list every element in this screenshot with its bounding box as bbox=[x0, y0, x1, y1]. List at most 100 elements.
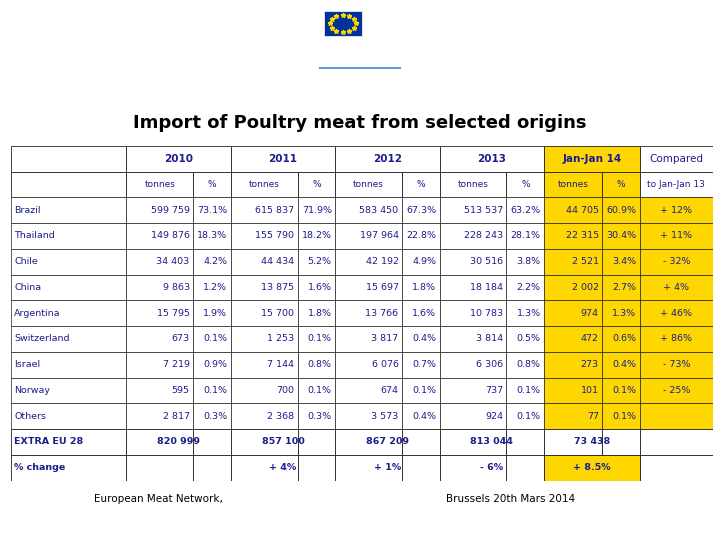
Text: 3.4%: 3.4% bbox=[613, 257, 636, 266]
Text: - 73%: - 73% bbox=[662, 360, 690, 369]
Bar bbox=[127, 249, 193, 274]
Text: 0.9%: 0.9% bbox=[203, 360, 228, 369]
Text: 0.6%: 0.6% bbox=[613, 334, 636, 343]
Bar bbox=[127, 377, 193, 403]
Bar bbox=[11, 377, 127, 403]
Bar bbox=[231, 197, 297, 223]
Text: %: % bbox=[617, 180, 626, 189]
Text: 0.1%: 0.1% bbox=[203, 334, 228, 343]
Bar bbox=[544, 146, 640, 172]
Bar bbox=[364, 12, 397, 15]
Bar bbox=[193, 223, 231, 249]
Bar bbox=[324, 11, 362, 36]
Bar bbox=[640, 249, 713, 274]
Bar bbox=[640, 377, 713, 403]
Bar bbox=[603, 403, 640, 429]
Text: 3.8%: 3.8% bbox=[516, 257, 541, 266]
Text: 700: 700 bbox=[276, 386, 294, 395]
Text: 0.3%: 0.3% bbox=[203, 411, 228, 421]
Text: 0.1%: 0.1% bbox=[613, 386, 636, 395]
Bar bbox=[336, 300, 402, 326]
Bar bbox=[336, 377, 402, 403]
Bar bbox=[544, 172, 603, 197]
Text: EXTRA EU 28: EXTRA EU 28 bbox=[14, 437, 84, 447]
Bar bbox=[640, 326, 713, 352]
Text: 974: 974 bbox=[581, 309, 599, 318]
Text: 4.2%: 4.2% bbox=[203, 257, 228, 266]
Bar bbox=[506, 172, 544, 197]
Bar bbox=[402, 172, 440, 197]
Text: 924: 924 bbox=[485, 411, 503, 421]
Bar bbox=[506, 429, 544, 455]
Bar bbox=[506, 197, 544, 223]
Bar bbox=[127, 223, 193, 249]
Bar bbox=[640, 300, 713, 326]
Text: 813 044: 813 044 bbox=[470, 437, 513, 447]
Bar bbox=[231, 274, 297, 300]
Text: 737: 737 bbox=[485, 386, 503, 395]
Text: Chile: Chile bbox=[14, 257, 38, 266]
Text: - 32%: - 32% bbox=[662, 257, 690, 266]
Text: 101: 101 bbox=[581, 386, 599, 395]
Bar bbox=[402, 326, 440, 352]
Bar bbox=[289, 9, 315, 11]
Bar bbox=[231, 172, 297, 197]
Bar bbox=[640, 223, 713, 249]
Bar bbox=[231, 249, 297, 274]
Text: - 25%: - 25% bbox=[662, 386, 690, 395]
Bar bbox=[603, 197, 640, 223]
Bar bbox=[402, 249, 440, 274]
Text: 18.2%: 18.2% bbox=[302, 232, 332, 240]
Text: 2012: 2012 bbox=[373, 154, 402, 164]
Bar bbox=[506, 223, 544, 249]
Bar bbox=[336, 352, 402, 377]
Text: Switzerland: Switzerland bbox=[14, 334, 70, 343]
Bar bbox=[297, 197, 336, 223]
Text: 273: 273 bbox=[581, 360, 599, 369]
Bar bbox=[640, 172, 713, 197]
Bar bbox=[440, 455, 506, 481]
Text: Import of Poultry meat from selected origins: Import of Poultry meat from selected ori… bbox=[133, 114, 587, 132]
Text: 6 076: 6 076 bbox=[372, 360, 399, 369]
Text: 513 537: 513 537 bbox=[464, 206, 503, 215]
Bar bbox=[640, 146, 713, 172]
Bar bbox=[640, 274, 713, 300]
Bar bbox=[402, 403, 440, 429]
Bar bbox=[364, 22, 391, 24]
Bar bbox=[281, 25, 315, 28]
Bar bbox=[364, 3, 402, 5]
Text: 2 368: 2 368 bbox=[267, 411, 294, 421]
Text: 615 837: 615 837 bbox=[255, 206, 294, 215]
Bar bbox=[506, 326, 544, 352]
Bar bbox=[336, 403, 402, 429]
Text: 0.8%: 0.8% bbox=[307, 360, 332, 369]
Text: 67.3%: 67.3% bbox=[406, 206, 436, 215]
Bar bbox=[297, 172, 336, 197]
Bar bbox=[11, 326, 127, 352]
Text: 149 876: 149 876 bbox=[150, 232, 189, 240]
Text: 2 521: 2 521 bbox=[572, 257, 599, 266]
Bar bbox=[402, 223, 440, 249]
Bar bbox=[603, 172, 640, 197]
Bar bbox=[440, 326, 506, 352]
Bar bbox=[297, 403, 336, 429]
Bar bbox=[506, 300, 544, 326]
Bar bbox=[544, 197, 603, 223]
Bar bbox=[231, 403, 297, 429]
Bar bbox=[506, 352, 544, 377]
Bar bbox=[402, 377, 440, 403]
Text: Others: Others bbox=[14, 411, 46, 421]
Text: 1.8%: 1.8% bbox=[412, 283, 436, 292]
Text: 30.4%: 30.4% bbox=[606, 232, 636, 240]
Bar bbox=[193, 352, 231, 377]
Text: 13 766: 13 766 bbox=[366, 309, 399, 318]
Bar bbox=[364, 10, 398, 11]
Bar bbox=[11, 146, 127, 172]
Bar bbox=[279, 29, 315, 31]
Bar bbox=[402, 197, 440, 223]
Bar bbox=[286, 16, 315, 18]
Bar bbox=[297, 352, 336, 377]
Text: 3 573: 3 573 bbox=[372, 411, 399, 421]
Bar bbox=[440, 249, 506, 274]
Bar bbox=[544, 300, 603, 326]
